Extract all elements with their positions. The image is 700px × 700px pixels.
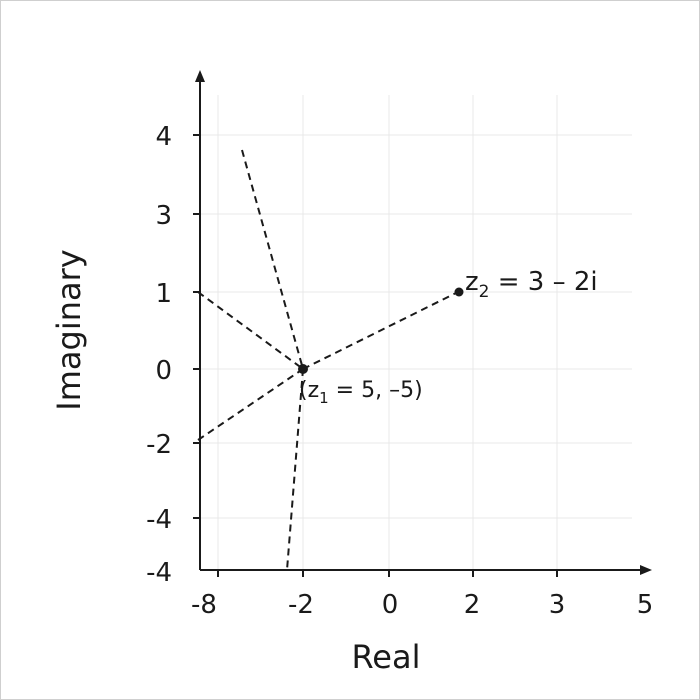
y-tick-label: -4 — [146, 558, 172, 588]
y-tick-label: 0 — [155, 356, 172, 386]
x-tick-label: 2 — [464, 590, 481, 620]
x-tick-label: 0 — [382, 590, 399, 620]
x-tick-label: -8 — [191, 590, 217, 620]
x-tick-labels: -8 -2 0 2 3 5 — [191, 590, 653, 620]
dashed-line-left-upper — [197, 291, 304, 370]
y-tick-label: 4 — [155, 122, 172, 152]
x-tick-label: 3 — [549, 590, 566, 620]
dashed-line-lower — [286, 368, 304, 571]
grid — [200, 95, 632, 570]
y-tick-label: -2 — [146, 430, 172, 460]
y-tick-label: -4 — [146, 505, 172, 535]
dashed-line-left-lower — [197, 368, 304, 441]
x-tick-label: -2 — [288, 590, 314, 620]
y-axis-title: Imaginary — [50, 249, 88, 410]
z2-point — [454, 287, 464, 297]
x-tick-marks — [217, 570, 558, 577]
z2-label: z2 = 3 – 2i — [465, 267, 598, 302]
y-tick-label: 1 — [155, 279, 172, 309]
dashed-line-to-z2 — [302, 291, 459, 370]
y-tick-marks — [193, 134, 200, 519]
dashed-line-upper — [241, 149, 304, 370]
y-tick-label: 3 — [155, 201, 172, 231]
y-tick-labels: 4 3 1 0 -2 -4 -4 — [146, 122, 172, 588]
x-tick-label: 5 — [637, 590, 654, 620]
x-axis-title: Real — [352, 638, 421, 676]
z1-label: (z1 = 5, –5) — [299, 378, 423, 407]
z1-point — [298, 364, 308, 374]
dashed-lines — [197, 149, 459, 571]
